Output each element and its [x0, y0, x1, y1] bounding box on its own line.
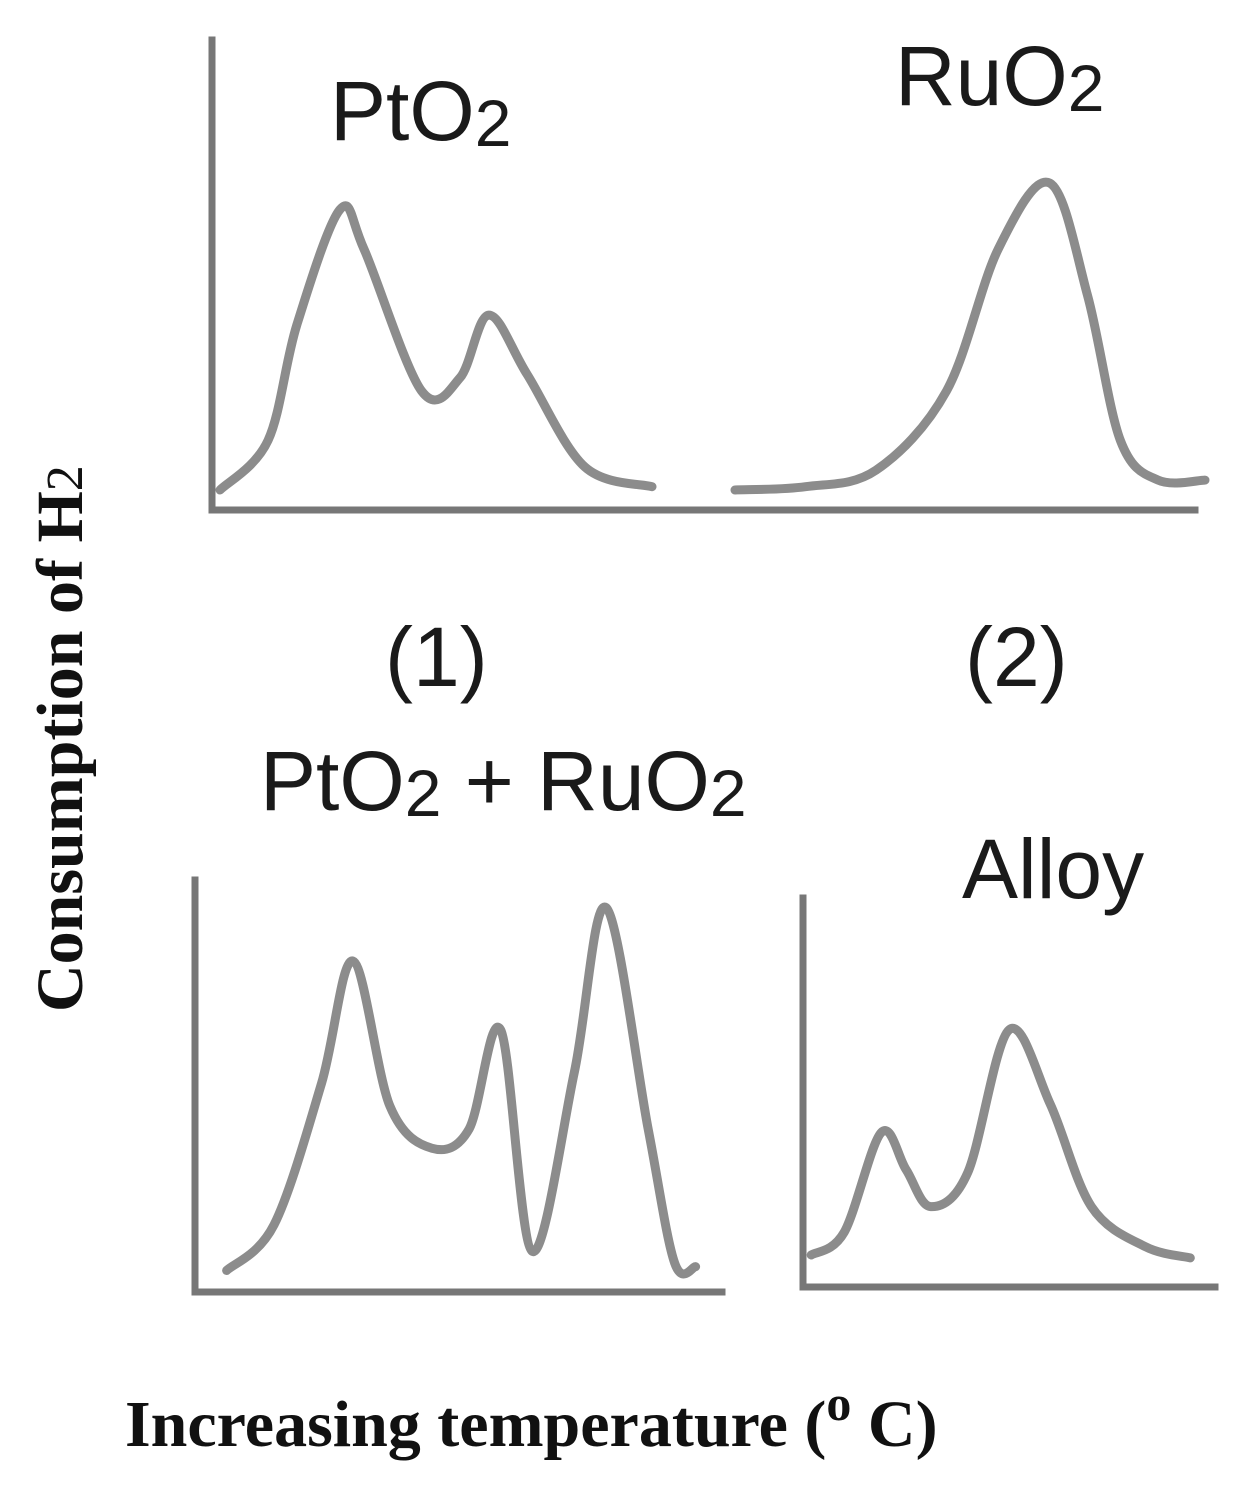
x-axis-label-superscript: o	[826, 1375, 851, 1431]
y-axis-label-main: Consumption of H	[24, 491, 97, 1012]
panel-2-title-sub: 2	[1068, 51, 1105, 125]
panel-3-trace	[222, 902, 701, 1279]
panel-2-trace	[730, 177, 1210, 495]
panel-1-title: PtO2	[330, 64, 511, 160]
panel-4-trace	[806, 1023, 1195, 1263]
x-axis-label-main: Increasing temperature (	[125, 1388, 826, 1461]
panel-3-title-sub: 2	[405, 756, 442, 830]
panel-2-title: RuO2	[895, 29, 1104, 125]
panel-3-title-main: PtO	[260, 734, 405, 828]
panel-3: PtO2 + RuO2	[191, 734, 747, 1296]
panel-3-title-sub-2: 2	[710, 756, 747, 830]
panel-2: RuO2 (2)	[730, 29, 1210, 704]
panel-2-number: (2)	[965, 610, 1068, 704]
panel-4-title: Alloy	[962, 822, 1144, 916]
panel-3-title: PtO2 + RuO2	[260, 734, 747, 830]
y-axis-label-sub: 2	[37, 465, 94, 491]
panel-1-title-sub: 2	[475, 86, 512, 160]
panel-1-number: (1)	[385, 610, 488, 704]
panel-3-title-mid: + RuO	[441, 734, 709, 828]
panel-2-title-main: RuO	[895, 29, 1068, 123]
panel-1-title-main: PtO	[330, 64, 475, 158]
panel-1: PtO2 (1)	[208, 36, 1199, 704]
panel-4: Alloy	[799, 822, 1219, 1291]
x-axis-label: Increasing temperature (o C)	[125, 1375, 938, 1461]
panel-1-trace	[215, 201, 657, 495]
y-axis-label: Consumption of H2	[24, 465, 97, 1012]
x-axis-label-unit: C)	[851, 1388, 937, 1461]
